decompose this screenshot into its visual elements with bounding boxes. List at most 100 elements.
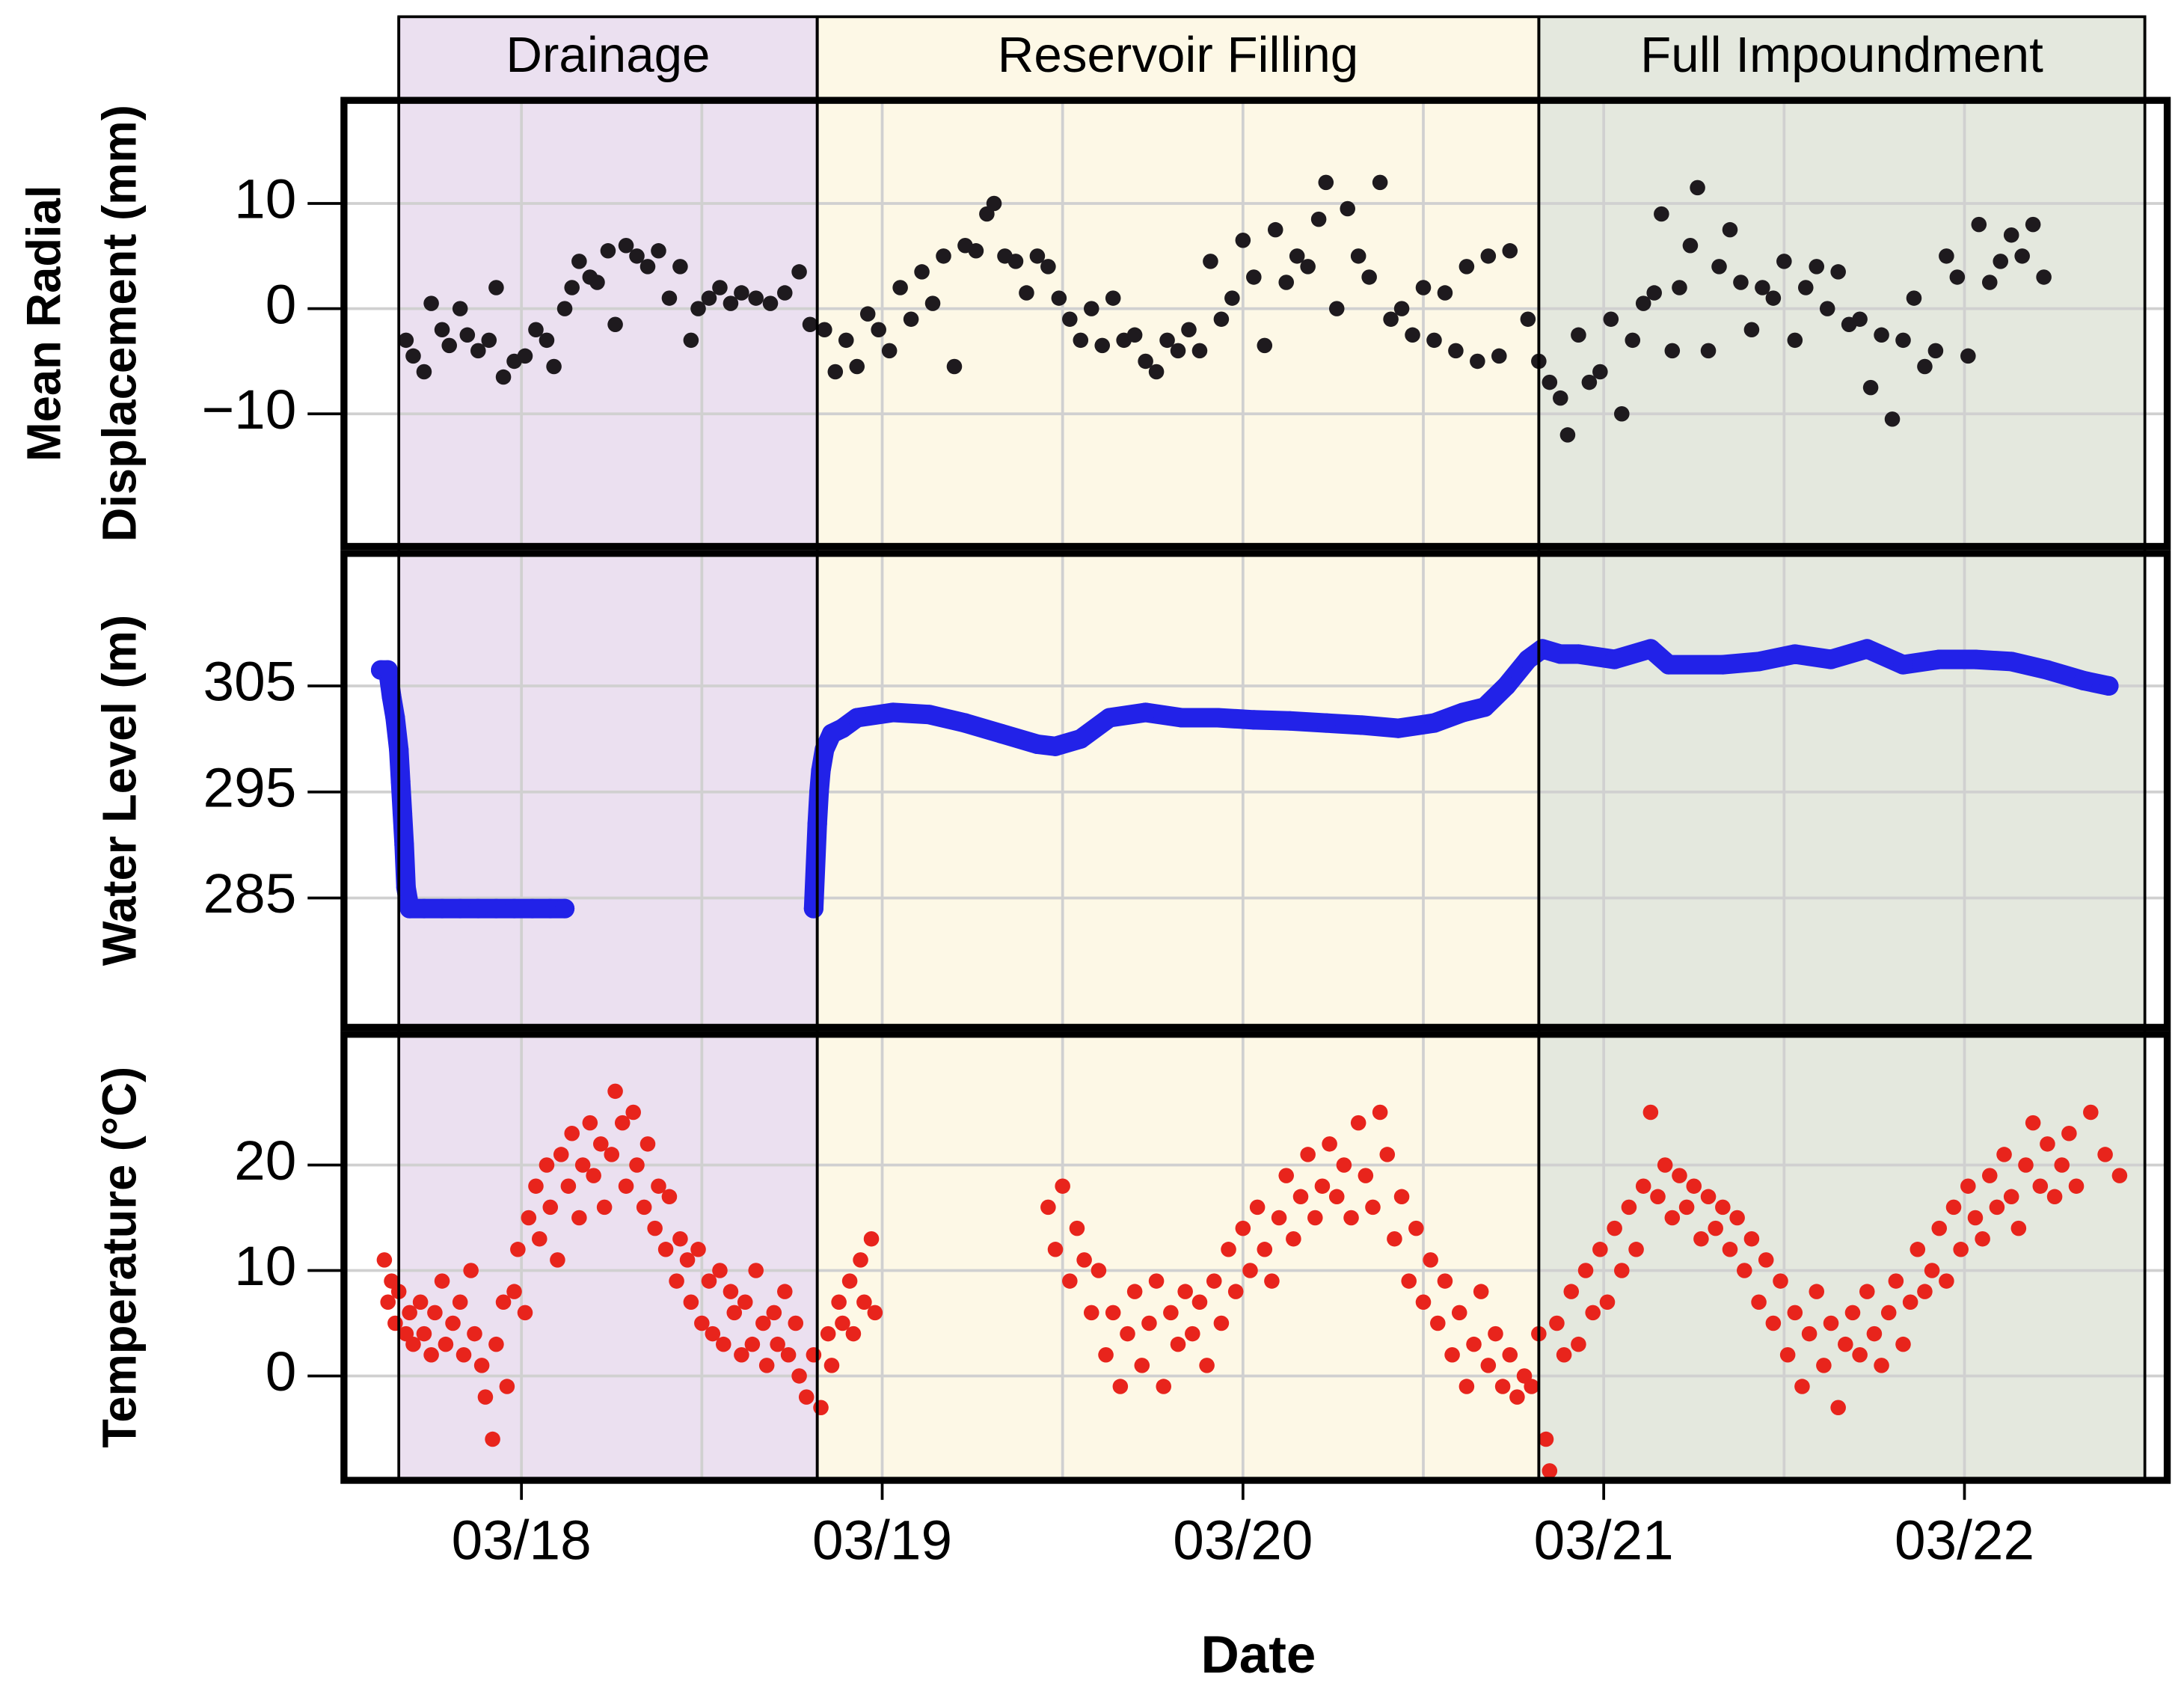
point xyxy=(1415,280,1432,295)
point xyxy=(1553,390,1568,406)
point xyxy=(1480,1358,1497,1373)
point xyxy=(452,1294,468,1311)
point xyxy=(1379,1147,1396,1162)
point xyxy=(845,1325,862,1342)
point xyxy=(867,1305,883,1321)
point xyxy=(1019,285,1034,301)
point xyxy=(1874,327,1889,343)
point xyxy=(791,1368,807,1384)
point xyxy=(556,301,573,316)
point xyxy=(625,1104,641,1121)
point xyxy=(1126,327,1143,343)
point xyxy=(390,771,411,791)
point xyxy=(1120,1325,1135,1342)
point xyxy=(817,322,832,338)
point xyxy=(831,1294,847,1311)
point xyxy=(968,243,984,259)
point xyxy=(1141,1315,1157,1331)
point xyxy=(1159,332,1175,349)
point xyxy=(1542,374,1558,390)
point xyxy=(1664,1210,1681,1226)
point xyxy=(1458,259,1475,275)
point xyxy=(1571,327,1586,343)
y-axis-title: Mean Radial xyxy=(18,186,70,462)
point xyxy=(1267,221,1283,238)
point xyxy=(1045,736,1066,756)
point xyxy=(1502,243,1518,259)
point xyxy=(1722,1242,1738,1257)
phase-label: Reservoir Filling xyxy=(998,27,1358,83)
point xyxy=(919,705,939,725)
point xyxy=(762,295,779,311)
point xyxy=(639,259,656,275)
point xyxy=(748,1263,764,1278)
point xyxy=(629,1157,645,1173)
point xyxy=(427,1305,443,1321)
y-axis-title: Temperature (°C) xyxy=(93,1067,146,1448)
point xyxy=(690,301,706,316)
point xyxy=(1996,1147,2012,1162)
point xyxy=(528,1178,544,1194)
point xyxy=(1112,1379,1129,1394)
point xyxy=(1614,406,1630,422)
point xyxy=(1563,1284,1580,1299)
point xyxy=(1470,353,1485,370)
phase-band xyxy=(1539,16,2145,1481)
point xyxy=(1895,1336,1911,1352)
point xyxy=(396,877,416,898)
point xyxy=(1690,180,1705,196)
point xyxy=(1466,1336,1482,1352)
point xyxy=(1227,1284,1244,1299)
marks xyxy=(398,174,2052,443)
point xyxy=(1350,248,1366,264)
point xyxy=(1213,311,1230,327)
point xyxy=(1163,1305,1179,1321)
point xyxy=(1910,1242,1926,1257)
point xyxy=(2014,248,2030,264)
point xyxy=(1571,1336,1586,1352)
point xyxy=(596,1199,613,1216)
point xyxy=(1047,1242,1064,1257)
point xyxy=(1350,1115,1366,1131)
point xyxy=(813,1400,829,1416)
point xyxy=(473,1358,490,1373)
point xyxy=(1939,248,1954,264)
point xyxy=(1191,1294,1208,1311)
point xyxy=(470,343,486,359)
point xyxy=(1929,649,1949,669)
point xyxy=(1711,259,1727,275)
point xyxy=(539,1157,555,1173)
point xyxy=(1343,1210,1359,1226)
point xyxy=(726,1305,743,1321)
point xyxy=(690,1242,706,1257)
point xyxy=(1426,332,1442,349)
point xyxy=(1007,254,1024,269)
point xyxy=(1880,1305,1897,1321)
point xyxy=(1070,729,1091,749)
point xyxy=(504,898,524,919)
point xyxy=(1365,1199,1381,1216)
point xyxy=(871,322,886,338)
point xyxy=(1336,1157,1352,1173)
point xyxy=(1785,644,1805,664)
point xyxy=(1585,1305,1601,1321)
point xyxy=(1300,1147,1316,1162)
point xyxy=(683,332,699,349)
point xyxy=(1244,710,1264,730)
point xyxy=(2068,1178,2085,1194)
point xyxy=(1678,1199,1695,1216)
point xyxy=(1592,364,1608,380)
point xyxy=(2061,1125,2077,1141)
point xyxy=(571,254,587,269)
point xyxy=(712,1263,728,1278)
point xyxy=(571,1210,587,1226)
point xyxy=(1949,269,1966,285)
point xyxy=(1816,1358,1832,1373)
point xyxy=(683,1294,699,1311)
point xyxy=(1686,1178,1702,1194)
point xyxy=(1098,1347,1114,1363)
point xyxy=(539,332,555,349)
point xyxy=(1945,1199,1962,1216)
point xyxy=(1509,1389,1525,1405)
y-axis-title: Water Level (m) xyxy=(93,615,146,966)
